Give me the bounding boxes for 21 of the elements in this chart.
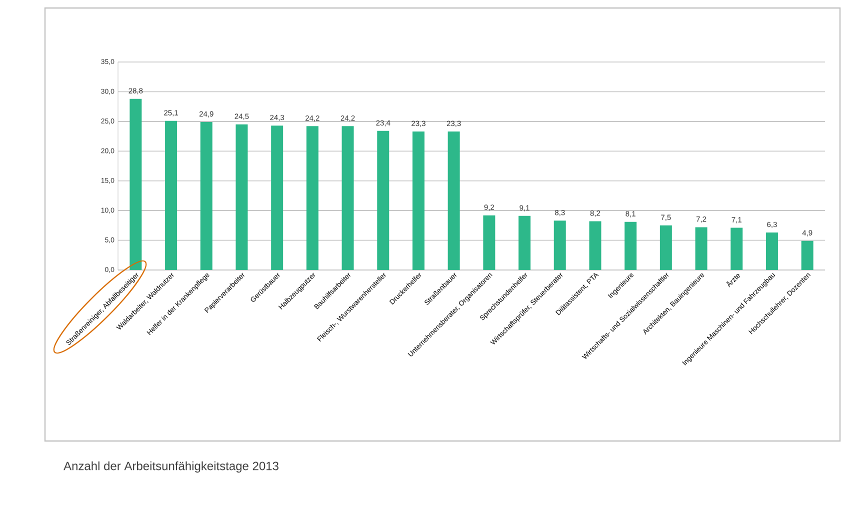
bar — [624, 222, 637, 270]
bar — [730, 228, 743, 270]
bar — [660, 225, 672, 270]
bar — [589, 221, 602, 270]
bar — [165, 120, 178, 270]
bar — [448, 132, 460, 270]
bar — [554, 220, 566, 270]
bar — [342, 126, 354, 270]
bar — [766, 232, 778, 270]
bar — [306, 126, 318, 270]
bar — [518, 216, 531, 270]
text: Anzahl der Arbeitsunfähigkeitstage 2013 — [64, 461, 278, 473]
bar — [412, 132, 424, 270]
bar — [271, 126, 284, 270]
bar — [236, 124, 248, 270]
bar — [695, 227, 708, 270]
bar — [801, 240, 814, 270]
bar — [483, 215, 496, 270]
bar — [200, 122, 212, 270]
bar — [130, 98, 142, 270]
bar — [377, 130, 390, 270]
